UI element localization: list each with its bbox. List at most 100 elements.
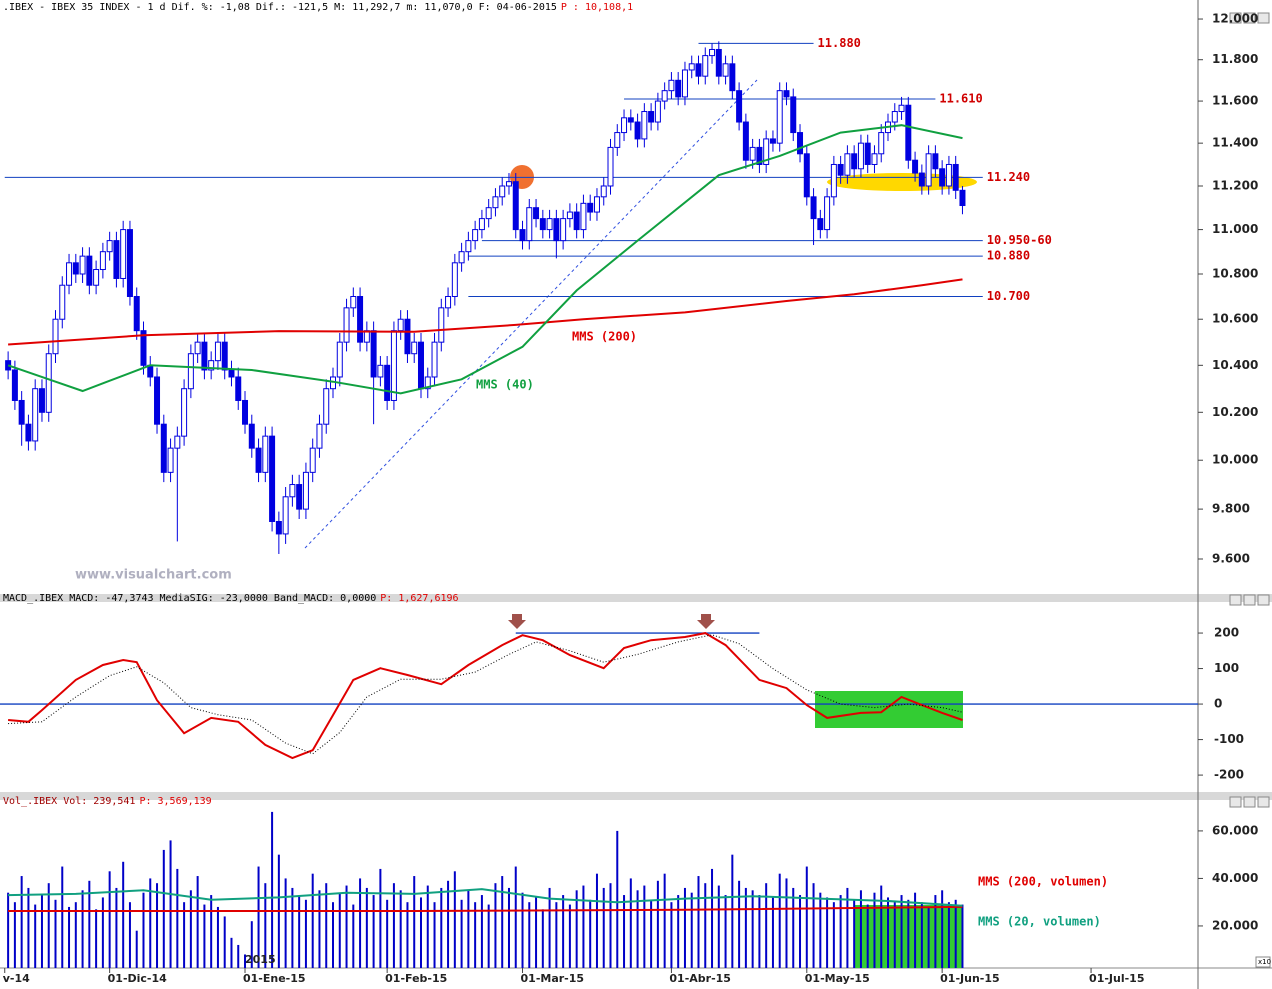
candle-body [25,423,32,442]
candle-body [803,153,810,198]
x-tick-label: 01-Jun-15 [940,972,1000,985]
candle-body [485,207,492,220]
volume-bar [711,868,714,968]
volume-bar [413,876,416,968]
candle-body [269,435,276,522]
y-tick-label: 60.000 [1212,823,1258,837]
series-line [8,278,963,346]
candle-body [851,153,858,170]
volume-bar [169,840,172,968]
multiplier-label: x10 [1258,958,1271,966]
arrow [697,614,715,629]
level-label: 10.700 [987,289,1030,303]
candle-body [783,90,790,98]
button[interactable] [1229,594,1242,606]
header-text: .IBEX - IBEX 35 INDEX - 1 d Dif. %: -1,0… [3,2,557,13]
button[interactable] [1229,796,1242,808]
button[interactable] [1257,796,1270,808]
candle-body [587,202,594,213]
volume-bar [250,921,253,968]
candle-body [573,211,580,231]
y-tick-label: 11.200 [1212,178,1258,192]
volume-bar [298,895,301,968]
x-tick-label: v-14 [3,972,30,985]
volume-bar [927,906,930,968]
button[interactable] [1243,594,1256,606]
candle-body [242,399,249,425]
candle-body [154,376,161,425]
candle-body [702,55,709,77]
volume-bar [670,902,673,968]
volume-bar [812,883,815,968]
candle-body [593,196,600,213]
y-tick-label: 200 [1214,626,1239,640]
candle-body [99,251,106,271]
candle-body [959,189,966,207]
candle-body [52,318,59,355]
window-buttons[interactable] [1229,12,1270,808]
candle-body [857,142,864,170]
candle-body [824,196,831,231]
candle-body [505,181,512,187]
volume-bar [13,902,16,968]
candle-body [634,121,641,140]
candle-body [248,423,255,449]
button[interactable] [1243,796,1256,808]
volume-bar [142,892,145,968]
volume-bar [40,895,43,968]
header-price: P : 10,108,1 [561,2,633,13]
button[interactable] [1257,594,1270,606]
volume-bar [379,868,382,968]
header-text: MACD_.IBEX MACD: -47,3743 MediaSIG: -23,… [3,593,376,604]
candle-body [939,168,946,187]
volume-bar [95,909,98,968]
candle-body [221,341,228,371]
volume-bar [548,887,551,968]
volume-bar [81,890,84,968]
candle-body [32,388,39,442]
candle-body [445,296,452,309]
button[interactable] [1243,12,1256,24]
candle-body [566,211,573,220]
volume-bar [602,887,605,968]
candle-body [580,202,587,231]
volume-bar [785,878,788,968]
candle-body [397,318,404,332]
candle-body [316,423,323,449]
candle-body [790,96,797,134]
candle-body [749,146,756,161]
candle-body [648,111,655,123]
level-label: 10.950-60 [987,233,1052,247]
candle-body [106,240,113,253]
candle-body [945,163,952,187]
volume-bar [765,883,768,968]
volume-bar [480,895,483,968]
volume-bar [819,892,822,968]
volume-bar [656,880,659,968]
volume-bar [47,883,50,968]
candle-body [417,341,424,390]
y-tick-label: 40.000 [1212,871,1258,885]
candle-body [668,79,675,92]
y-tick-label: -100 [1214,732,1244,746]
volume-bar [264,883,267,968]
series-line [7,124,963,395]
volume-bar [758,895,761,968]
candle-body [952,163,959,191]
volume-bar [244,954,247,968]
volume-bar [230,937,233,968]
candle-body [38,388,45,413]
volume-bar [907,899,910,968]
candle-body [59,284,66,320]
button[interactable] [1229,12,1242,24]
candle-body [776,90,783,144]
volume-bar [474,902,477,968]
volume-bar [332,902,335,968]
candle-body [147,364,154,378]
candle-body [140,330,147,366]
volume-bar [440,887,443,968]
series-line [8,634,963,755]
y-tick-label: 9.600 [1212,552,1250,566]
button[interactable] [1257,12,1270,24]
candle-body [431,341,438,378]
